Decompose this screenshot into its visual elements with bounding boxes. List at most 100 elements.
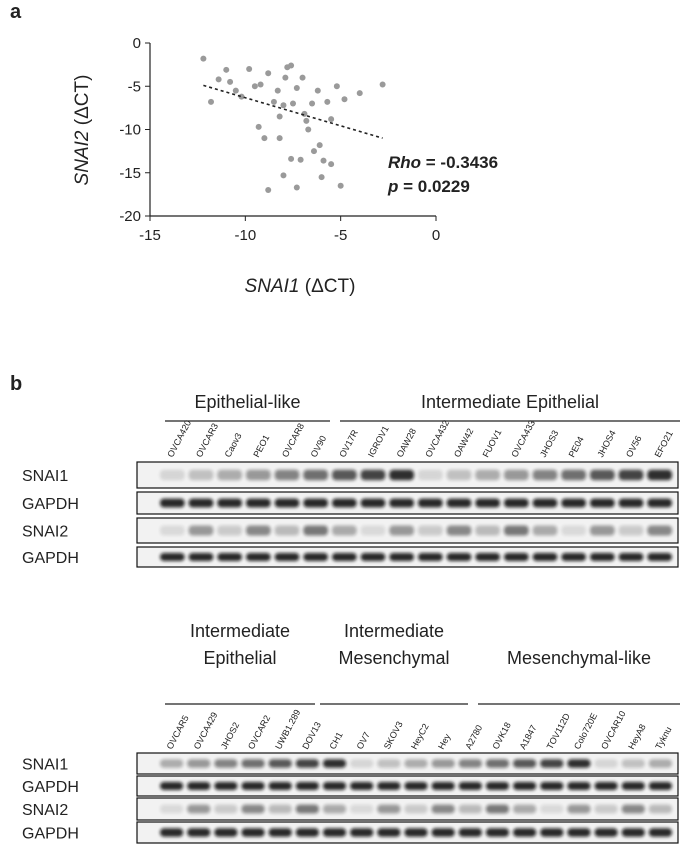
band bbox=[485, 828, 510, 837]
band bbox=[188, 469, 214, 481]
band bbox=[246, 498, 271, 508]
band bbox=[322, 828, 347, 837]
row-label: GAPDH bbox=[22, 496, 79, 513]
band bbox=[241, 804, 265, 814]
lane-label: A1847 bbox=[518, 723, 539, 751]
band bbox=[377, 804, 401, 814]
band bbox=[295, 782, 319, 790]
lane-label: OV7 bbox=[355, 730, 372, 751]
lane-label: Colo720E bbox=[572, 711, 599, 751]
band bbox=[404, 782, 428, 790]
band bbox=[160, 525, 185, 536]
band bbox=[268, 759, 292, 768]
band bbox=[446, 553, 472, 561]
band bbox=[561, 553, 586, 561]
band bbox=[160, 828, 184, 837]
point bbox=[274, 87, 281, 94]
band bbox=[567, 828, 591, 837]
band bbox=[389, 553, 414, 561]
band bbox=[217, 498, 242, 508]
band bbox=[217, 553, 242, 561]
band bbox=[475, 553, 500, 561]
band bbox=[485, 759, 510, 768]
lane-label: OV90 bbox=[309, 434, 329, 459]
band bbox=[241, 759, 265, 768]
point bbox=[293, 84, 300, 91]
band bbox=[621, 804, 645, 814]
point bbox=[309, 100, 316, 107]
point bbox=[251, 83, 258, 90]
row-label: SNAI2 bbox=[22, 802, 68, 819]
group-label: Intermediate bbox=[344, 621, 444, 641]
band bbox=[295, 759, 319, 768]
lane-label: A2780 bbox=[463, 723, 484, 751]
point bbox=[276, 113, 283, 120]
band bbox=[504, 498, 529, 508]
band bbox=[389, 525, 414, 536]
point bbox=[270, 98, 277, 105]
y-tick-label: -15 bbox=[119, 165, 141, 182]
y-unit: (ΔCT) bbox=[72, 75, 93, 126]
band bbox=[540, 759, 564, 768]
band bbox=[431, 782, 455, 790]
band bbox=[187, 828, 211, 837]
band bbox=[350, 782, 374, 790]
band bbox=[485, 804, 510, 814]
lane-label: UWB1.289 bbox=[273, 708, 302, 751]
point bbox=[257, 81, 264, 88]
lane-label: JHOS2 bbox=[219, 721, 241, 751]
point bbox=[280, 172, 287, 179]
band bbox=[377, 782, 401, 790]
point bbox=[316, 142, 323, 149]
lane-label: OAW28 bbox=[395, 427, 418, 459]
band bbox=[360, 525, 386, 536]
group-label: Epithelial bbox=[203, 648, 276, 668]
y-tick-label: -5 bbox=[128, 78, 141, 95]
band bbox=[404, 804, 428, 814]
band bbox=[618, 553, 644, 561]
point bbox=[265, 70, 272, 77]
point bbox=[288, 155, 295, 162]
lane-label: Tyknu bbox=[653, 725, 673, 751]
point bbox=[208, 98, 215, 105]
lane-label: OV17R bbox=[337, 428, 360, 459]
point bbox=[215, 76, 222, 83]
point bbox=[227, 78, 234, 85]
band bbox=[504, 525, 529, 536]
x-tick-label: -10 bbox=[234, 227, 256, 244]
band bbox=[404, 759, 428, 768]
band bbox=[446, 525, 472, 536]
band bbox=[567, 804, 591, 814]
band bbox=[274, 553, 300, 561]
band bbox=[303, 553, 328, 561]
band bbox=[590, 498, 615, 508]
band bbox=[295, 828, 319, 837]
band bbox=[590, 469, 615, 481]
point bbox=[328, 161, 335, 168]
band bbox=[246, 469, 271, 481]
band bbox=[389, 498, 414, 508]
x-tick-label: -5 bbox=[334, 227, 347, 244]
band bbox=[458, 759, 482, 768]
lane-label: HeyA8 bbox=[626, 722, 648, 751]
band bbox=[621, 759, 645, 768]
band bbox=[389, 469, 414, 481]
band bbox=[431, 828, 455, 837]
p-value: = 0.0229 bbox=[403, 177, 470, 196]
point bbox=[276, 135, 283, 142]
band bbox=[513, 782, 537, 790]
group-label: Mesenchymal bbox=[338, 648, 449, 668]
y-tick-label: 0 bbox=[133, 35, 141, 52]
point bbox=[200, 55, 207, 62]
band bbox=[322, 804, 347, 814]
y-tick-label: -20 bbox=[119, 208, 141, 225]
band bbox=[246, 553, 271, 561]
lane-label: IGROV1 bbox=[366, 424, 391, 459]
point bbox=[280, 102, 287, 109]
band bbox=[540, 828, 564, 837]
group-label: Mesenchymal-like bbox=[507, 648, 651, 668]
band bbox=[590, 525, 615, 536]
band bbox=[504, 553, 529, 561]
lane-label: DOV13 bbox=[300, 720, 323, 751]
panel-label: b bbox=[10, 373, 22, 395]
